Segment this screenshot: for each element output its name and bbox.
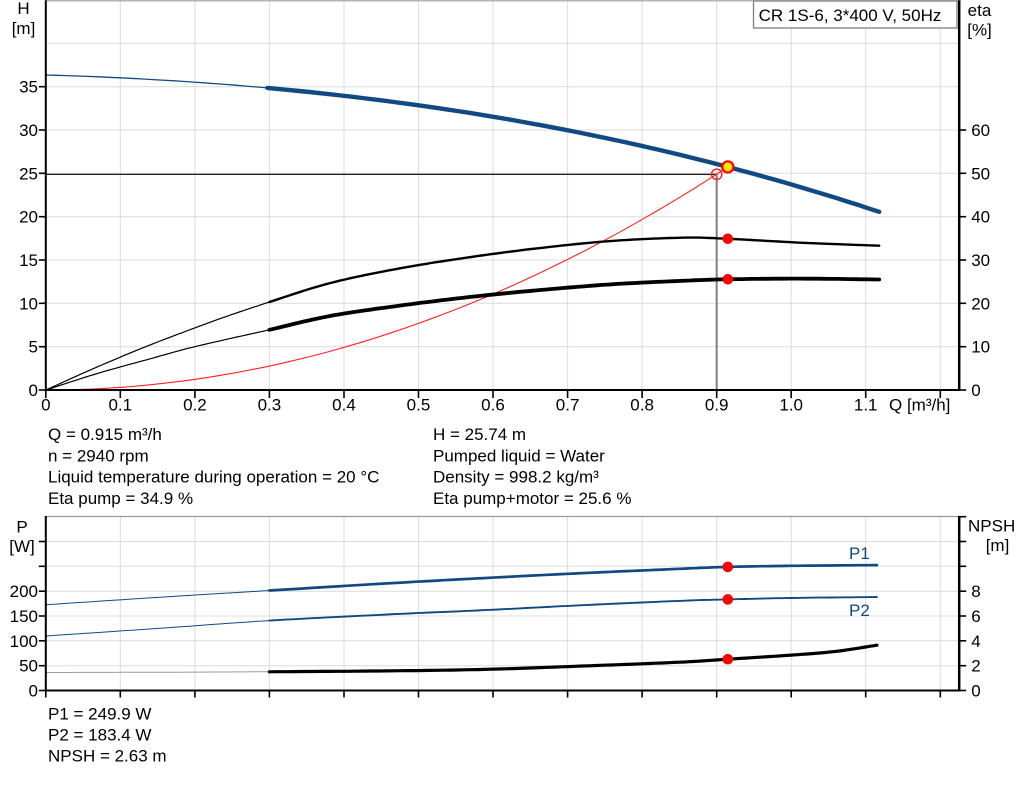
svg-text:NPSH: NPSH — [968, 517, 1015, 536]
svg-text:1.1: 1.1 — [854, 396, 878, 415]
svg-text:5: 5 — [29, 338, 38, 357]
svg-text:6: 6 — [971, 607, 980, 626]
svg-text:Q [m³/h]: Q [m³/h] — [889, 396, 950, 415]
svg-text:20: 20 — [19, 208, 38, 227]
svg-text:50: 50 — [971, 164, 990, 183]
svg-text:0: 0 — [971, 682, 980, 701]
svg-text:10: 10 — [971, 338, 990, 357]
svg-text:1.0: 1.0 — [779, 396, 803, 415]
svg-text:[W]: [W] — [9, 537, 35, 556]
svg-text:Density = 998.2 kg/m³: Density = 998.2 kg/m³ — [433, 468, 599, 487]
svg-text:Eta pump = 34.9 %: Eta pump = 34.9 % — [48, 489, 193, 508]
svg-text:0: 0 — [971, 381, 980, 400]
svg-text:[m]: [m] — [986, 536, 1010, 555]
svg-text:0: 0 — [29, 682, 38, 701]
svg-text:20: 20 — [971, 294, 990, 313]
svg-text:0.6: 0.6 — [481, 396, 505, 415]
svg-text:P: P — [16, 518, 27, 537]
svg-text:P2 = 183.4 W: P2 = 183.4 W — [48, 726, 151, 745]
svg-text:2: 2 — [971, 657, 980, 676]
svg-text:40: 40 — [971, 208, 990, 227]
svg-text:150: 150 — [10, 607, 38, 626]
svg-text:P1 = 249.9 W: P1 = 249.9 W — [48, 704, 151, 723]
svg-text:0.2: 0.2 — [183, 396, 207, 415]
svg-text:[%]: [%] — [967, 21, 992, 40]
svg-text:NPSH = 2.63 m: NPSH = 2.63 m — [48, 747, 167, 766]
svg-text:Q = 0.915 m³/h: Q = 0.915 m³/h — [48, 425, 162, 444]
svg-text:n = 2940 rpm: n = 2940 rpm — [48, 446, 149, 465]
svg-text:P2: P2 — [849, 601, 870, 620]
svg-text:Eta pump+motor = 25.6 %: Eta pump+motor = 25.6 % — [433, 489, 631, 508]
svg-text:8: 8 — [971, 582, 980, 601]
svg-text:30: 30 — [971, 251, 990, 270]
svg-text:60: 60 — [971, 121, 990, 140]
svg-text:0.8: 0.8 — [630, 396, 654, 415]
svg-text:CR 1S-6, 3*400 V, 50Hz: CR 1S-6, 3*400 V, 50Hz — [759, 6, 942, 25]
svg-text:100: 100 — [10, 632, 38, 651]
svg-text:Liquid temperature during oper: Liquid temperature during operation = 20… — [48, 468, 379, 487]
svg-text:35: 35 — [19, 78, 38, 97]
svg-text:0.7: 0.7 — [556, 396, 580, 415]
svg-text:H = 25.74 m: H = 25.74 m — [433, 425, 526, 444]
svg-text:Pumped liquid = Water: Pumped liquid = Water — [433, 446, 605, 465]
svg-text:200: 200 — [10, 582, 38, 601]
svg-text:10: 10 — [19, 294, 38, 313]
svg-text:eta: eta — [968, 1, 992, 20]
svg-text:0.5: 0.5 — [407, 396, 431, 415]
svg-text:0: 0 — [29, 381, 38, 400]
svg-text:0.1: 0.1 — [108, 396, 132, 415]
svg-text:25: 25 — [19, 164, 38, 183]
svg-text:4: 4 — [971, 632, 980, 651]
svg-text:15: 15 — [19, 251, 38, 270]
svg-text:30: 30 — [19, 121, 38, 140]
svg-text:50: 50 — [19, 657, 38, 676]
svg-text:0.9: 0.9 — [705, 396, 729, 415]
svg-text:P1: P1 — [849, 544, 870, 563]
svg-text:0: 0 — [41, 396, 50, 415]
svg-text:H: H — [17, 0, 29, 18]
svg-text:0.3: 0.3 — [258, 396, 282, 415]
svg-text:[m]: [m] — [12, 19, 36, 38]
svg-text:0.4: 0.4 — [332, 396, 356, 415]
